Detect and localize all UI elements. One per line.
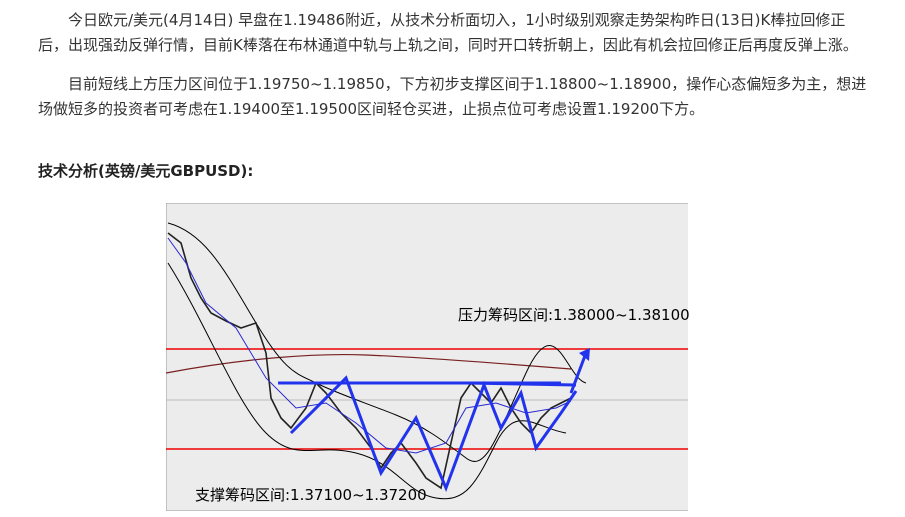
chart-image: 压力筹码区间:1.38000~1.38100 支撑筹码区间:1.37100~1.… xyxy=(166,203,701,511)
pattern-lines xyxy=(278,375,578,493)
price-axis xyxy=(688,203,701,511)
section-heading: 技术分析(英镑/美元GBPUSD): xyxy=(38,162,254,180)
paragraph: 目前短线上方压力区间位于1.19750~1.19850，下方初步支撑区间于1.1… xyxy=(38,75,867,118)
support-annotation: 支撑筹码区间:1.37100~1.37200 xyxy=(195,486,427,504)
paragraph: 今日欧元/美元(4月14日) 早盘在1.19486附近，从技术分析面切入，1小时… xyxy=(38,11,858,54)
moving-average xyxy=(166,353,572,374)
article: 今日欧元/美元(4月14日) 早盘在1.19486附近，从技术分析面切入，1小时… xyxy=(38,8,870,136)
forecast-arrow xyxy=(569,352,588,394)
arrow-head xyxy=(579,348,590,361)
resistance-annotation: 压力筹码区间:1.38000~1.38100 xyxy=(458,306,690,324)
chart-background xyxy=(166,203,701,511)
